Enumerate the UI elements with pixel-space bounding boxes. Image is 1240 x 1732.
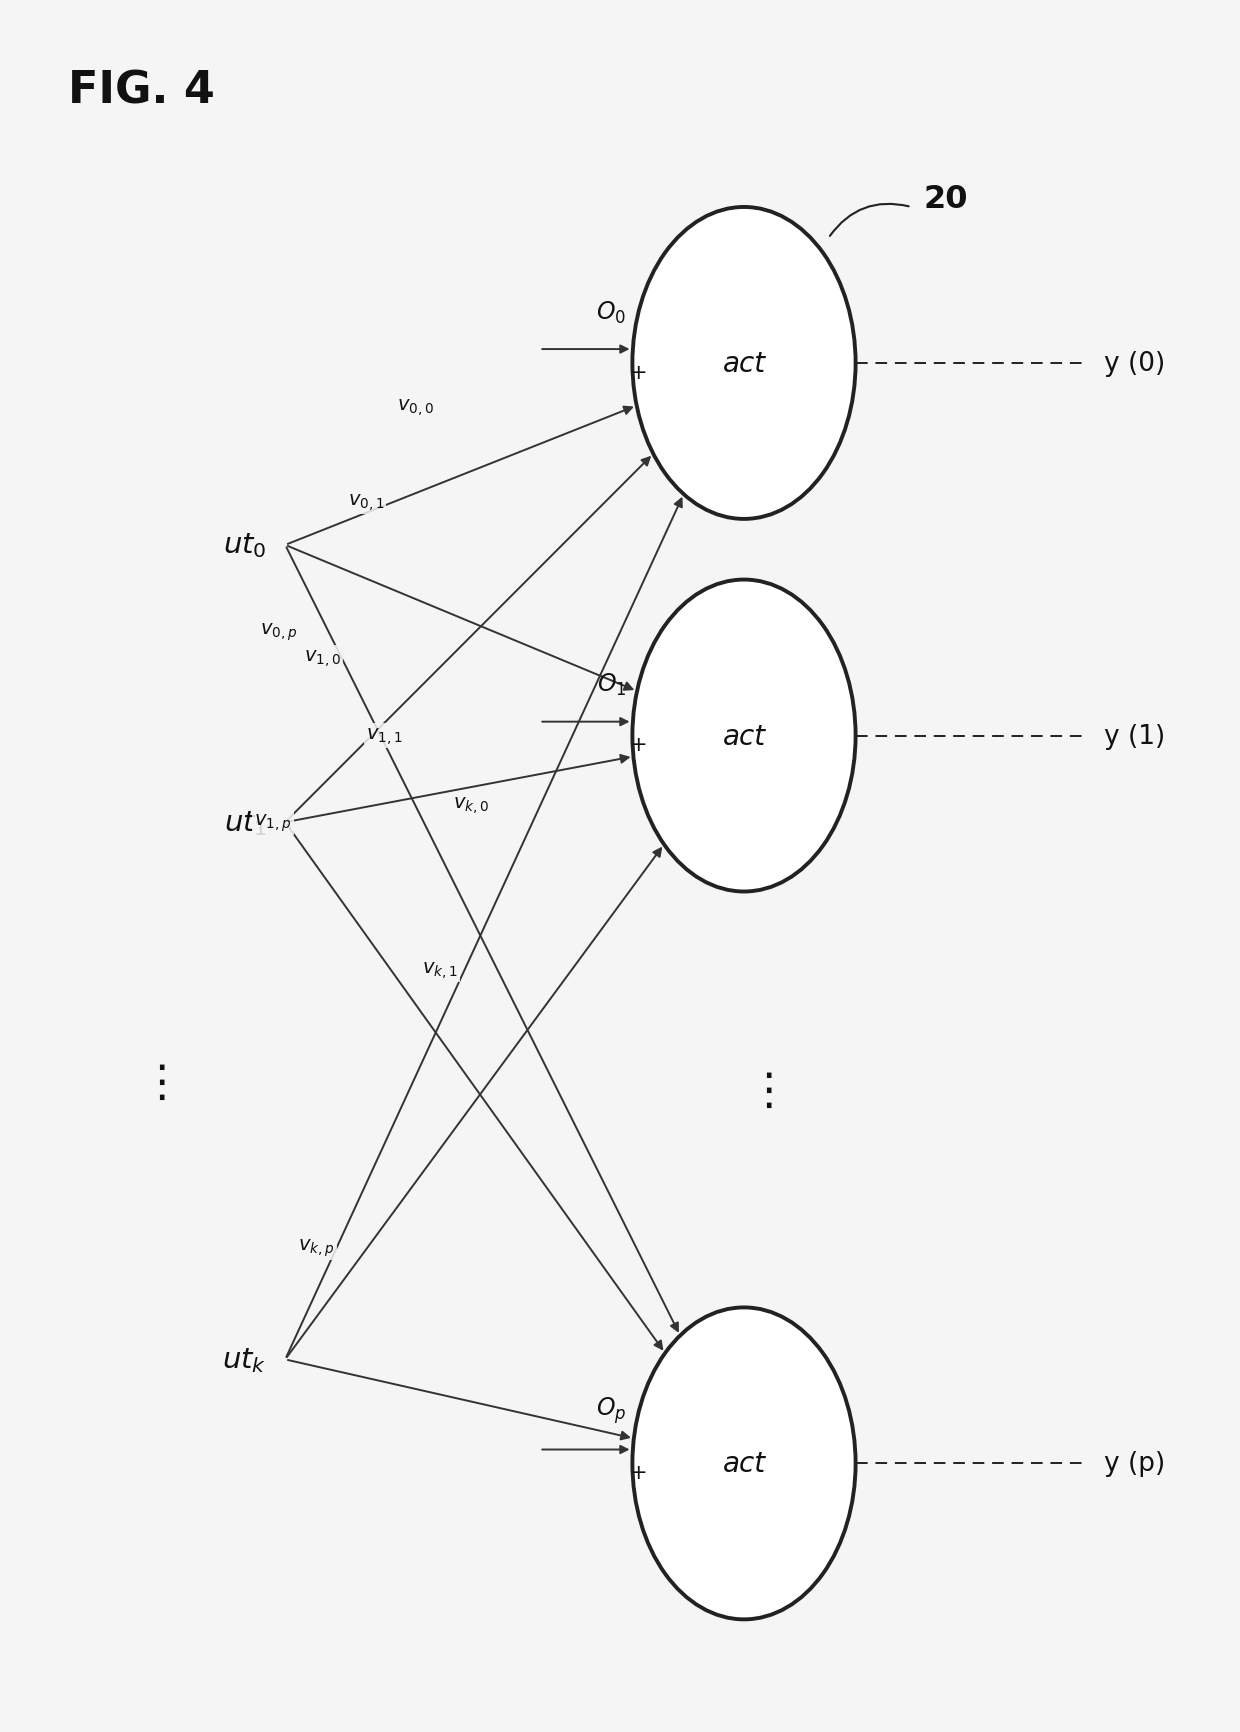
Circle shape (632, 208, 856, 520)
Text: FIG. 4: FIG. 4 (68, 69, 215, 113)
Circle shape (632, 1308, 856, 1619)
Text: ⋮: ⋮ (139, 1062, 184, 1103)
Text: act: act (723, 350, 765, 378)
Text: $O_0$: $O_0$ (596, 300, 626, 326)
Circle shape (632, 580, 856, 892)
Text: +: + (630, 362, 647, 383)
Text: $O_1$: $O_1$ (596, 672, 626, 698)
Text: act: act (723, 722, 765, 750)
Text: $ut_1$: $ut_1$ (223, 809, 267, 837)
Text: y (1): y (1) (1104, 722, 1164, 750)
Text: $v_{k,p}$: $v_{k,p}$ (298, 1237, 335, 1257)
Text: act: act (723, 1450, 765, 1477)
Text: $O_p$: $O_p$ (596, 1394, 626, 1425)
Text: $v_{0,0}$: $v_{0,0}$ (397, 397, 434, 417)
Text: +: + (630, 734, 647, 755)
Text: +: + (630, 1462, 647, 1483)
Text: $v_{k,0}$: $v_{k,0}$ (453, 795, 490, 816)
Text: $v_{0,1}$: $v_{0,1}$ (347, 492, 384, 513)
Text: $v_{1,p}$: $v_{1,p}$ (254, 812, 291, 833)
Text: y (p): y (p) (1104, 1450, 1164, 1477)
Text: $v_{0,p}$: $v_{0,p}$ (260, 622, 298, 643)
Text: $v_{k,1}$: $v_{k,1}$ (423, 960, 458, 980)
Text: y (0): y (0) (1104, 350, 1164, 378)
Text: ⋮: ⋮ (746, 1070, 791, 1112)
Text: $v_{1,0}$: $v_{1,0}$ (304, 648, 341, 669)
Text: $ut_0$: $ut_0$ (223, 532, 267, 559)
Text: 20: 20 (924, 184, 968, 215)
Text: $ut_k$: $ut_k$ (222, 1346, 267, 1373)
Text: $v_{1,1}$: $v_{1,1}$ (366, 726, 403, 746)
